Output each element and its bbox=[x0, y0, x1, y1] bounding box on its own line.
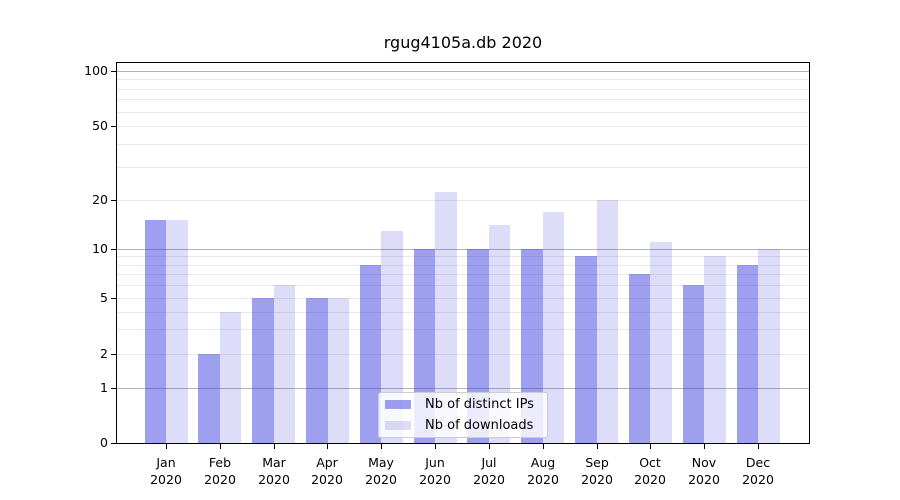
x-tick-label-jul: Jul 2020 bbox=[473, 455, 505, 487]
bar-distinct-ips-apr bbox=[306, 298, 328, 443]
bar-distinct-ips-sep bbox=[575, 256, 597, 443]
x-tick-mark-oct bbox=[650, 444, 651, 449]
bar-distinct-ips-mar bbox=[252, 298, 274, 443]
x-tick-mark-apr bbox=[327, 444, 328, 449]
major-gridline-100 bbox=[117, 71, 809, 72]
bar-downloads-jan bbox=[166, 220, 188, 443]
minor-gridline-80 bbox=[117, 89, 809, 90]
chart-title: rgug4105a.db 2020 bbox=[383, 33, 543, 52]
x-tick-label-mar: Mar 2020 bbox=[258, 455, 290, 487]
legend-label-downloads: Nb of downloads bbox=[425, 418, 534, 433]
x-tick-label-feb: Feb 2020 bbox=[204, 455, 236, 487]
minor-gridline-20 bbox=[117, 200, 809, 201]
bar-downloads-feb bbox=[219, 311, 242, 443]
bar-distinct-ips-nov bbox=[682, 285, 705, 443]
x-tick-mark-aug bbox=[543, 444, 544, 449]
x-tick-label-jan: Jan 2020 bbox=[150, 455, 182, 487]
y-tick-mark-5 bbox=[111, 298, 116, 299]
legend-swatch-downloads bbox=[385, 421, 411, 430]
x-tick-label-nov: Nov 2020 bbox=[688, 455, 720, 487]
minor-gridline-50 bbox=[117, 126, 809, 127]
y-tick-mark-20 bbox=[111, 200, 116, 201]
y-tick-label-2: 2 bbox=[100, 346, 108, 361]
x-tick-label-dec: Dec 2020 bbox=[742, 455, 774, 487]
x-tick-label-jun: Jun 2020 bbox=[419, 455, 451, 487]
minor-gridline-3 bbox=[117, 329, 809, 330]
bar-distinct-ips-feb bbox=[198, 354, 220, 443]
legend-entry-distinct-ips: Nb of distinct IPs bbox=[379, 395, 547, 414]
y-tick-label-1: 1 bbox=[100, 380, 108, 395]
bar-downloads-dec bbox=[758, 249, 780, 443]
bar-downloads-mar bbox=[273, 285, 296, 443]
legend-swatch-distinct-ips bbox=[385, 400, 411, 409]
y-tick-label-0: 0 bbox=[100, 435, 108, 450]
bar-distinct-ips-dec bbox=[736, 264, 758, 443]
bar-downloads-jul bbox=[488, 225, 511, 443]
bar-downloads-may bbox=[381, 230, 403, 443]
y-tick-label-5: 5 bbox=[100, 290, 108, 305]
y-tick-mark-0 bbox=[111, 443, 116, 444]
x-tick-label-may: May 2020 bbox=[365, 455, 397, 487]
x-tick-mark-jul bbox=[489, 444, 490, 449]
bar-downloads-sep bbox=[596, 200, 618, 443]
major-gridline-10 bbox=[117, 249, 809, 250]
minor-gridline-30 bbox=[117, 167, 809, 168]
y-tick-label-100: 100 bbox=[84, 63, 108, 78]
bar-downloads-jun bbox=[435, 192, 457, 443]
minor-gridline-60 bbox=[117, 112, 809, 113]
x-tick-mark-nov bbox=[704, 444, 705, 449]
y-tick-mark-10 bbox=[111, 249, 116, 250]
x-tick-mark-jun bbox=[435, 444, 436, 449]
minor-gridline-9 bbox=[117, 256, 809, 257]
minor-gridline-6 bbox=[117, 285, 809, 286]
legend: Nb of distinct IPs Nb of downloads bbox=[378, 392, 548, 438]
y-tick-label-20: 20 bbox=[92, 192, 108, 207]
y-tick-label-10: 10 bbox=[92, 241, 108, 256]
y-tick-label-50: 50 bbox=[92, 118, 108, 133]
x-tick-label-sep: Sep 2020 bbox=[581, 455, 613, 487]
x-tick-mark-jan bbox=[166, 444, 167, 449]
bar-distinct-ips-oct bbox=[628, 274, 651, 443]
bar-distinct-ips-jan bbox=[144, 220, 166, 443]
x-tick-label-aug: Aug 2020 bbox=[527, 455, 559, 487]
x-tick-label-apr: Apr 2020 bbox=[311, 455, 343, 487]
minor-gridline-2 bbox=[117, 354, 809, 355]
major-gridline-1 bbox=[117, 388, 809, 389]
legend-entry-downloads: Nb of downloads bbox=[379, 416, 547, 435]
minor-gridline-90 bbox=[117, 79, 809, 80]
minor-gridline-70 bbox=[117, 99, 809, 100]
y-tick-mark-2 bbox=[111, 354, 116, 355]
x-tick-label-oct: Oct 2020 bbox=[634, 455, 666, 487]
y-tick-mark-100 bbox=[111, 71, 116, 72]
bar-downloads-aug bbox=[542, 211, 565, 443]
bar-downloads-apr bbox=[327, 298, 349, 443]
legend-label-distinct-ips: Nb of distinct IPs bbox=[425, 397, 534, 412]
x-tick-mark-may bbox=[381, 444, 382, 449]
minor-gridline-5 bbox=[117, 298, 809, 299]
bar-downloads-nov bbox=[704, 256, 726, 443]
x-tick-mark-dec bbox=[758, 444, 759, 449]
minor-gridline-4 bbox=[117, 312, 809, 313]
bar-downloads-oct bbox=[650, 242, 672, 443]
y-tick-mark-50 bbox=[111, 126, 116, 127]
minor-gridline-8 bbox=[117, 265, 809, 266]
minor-gridline-7 bbox=[117, 274, 809, 275]
y-tick-mark-1 bbox=[111, 388, 116, 389]
minor-gridline-40 bbox=[117, 144, 809, 145]
x-tick-mark-mar bbox=[274, 444, 275, 449]
x-tick-mark-feb bbox=[220, 444, 221, 449]
x-tick-mark-sep bbox=[597, 444, 598, 449]
bar-distinct-ips-may bbox=[359, 264, 382, 443]
